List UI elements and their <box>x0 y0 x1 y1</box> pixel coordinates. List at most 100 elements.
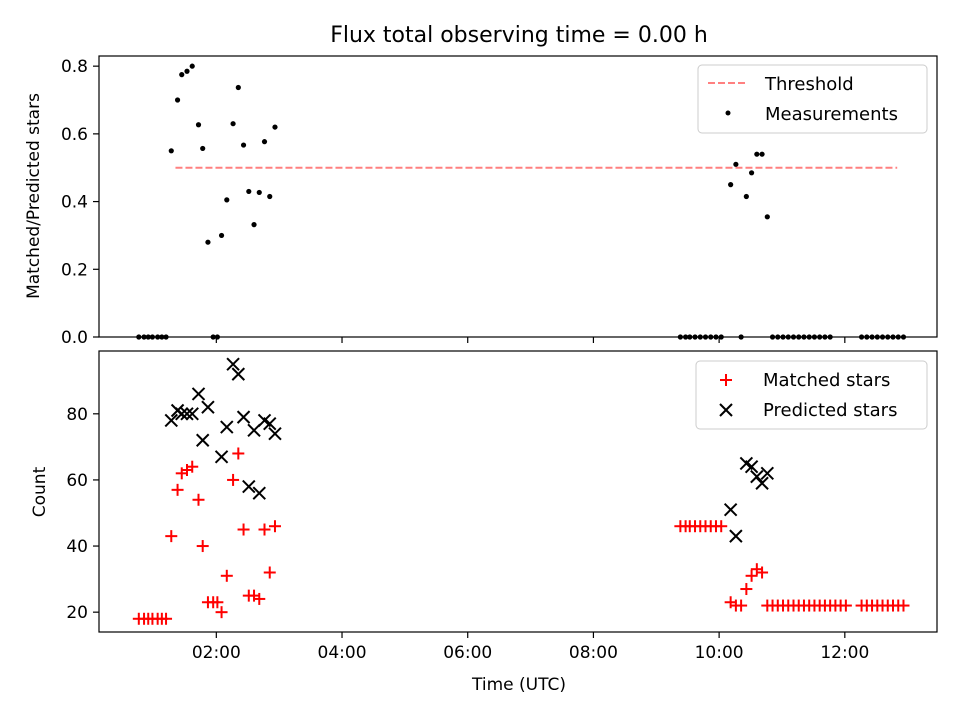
data-point <box>729 529 743 543</box>
data-point <box>189 63 195 69</box>
bottom-legend: Matched stars Predicted stars <box>695 360 928 430</box>
data-point <box>754 151 760 157</box>
data-point <box>267 193 273 200</box>
x-tick-label: 12:00 <box>820 643 869 663</box>
data-point <box>733 161 739 167</box>
data-point <box>168 148 174 154</box>
legend-predicted-label: Predicted stars <box>763 400 897 421</box>
data-point <box>235 84 241 91</box>
data-point <box>200 145 206 152</box>
x-tick-label: 08:00 <box>569 643 618 663</box>
data-point <box>263 566 276 579</box>
data-point <box>242 479 256 494</box>
data-point <box>185 407 199 421</box>
data-point <box>735 599 748 612</box>
y-tick-label: 40 <box>66 537 88 557</box>
x-tick-label: 04:00 <box>318 643 367 663</box>
data-point <box>253 592 266 605</box>
data-point <box>723 502 738 517</box>
data-point <box>263 417 277 431</box>
y-tick-label: 0.4 <box>61 193 88 213</box>
bottom-axes-frame <box>98 350 938 633</box>
bottom-y-ticks: 20 40 60 80 <box>66 405 99 623</box>
figure-title: Flux total observing time = 0.00 h <box>330 23 708 48</box>
data-point <box>201 400 215 414</box>
data-point <box>164 413 178 428</box>
data-point <box>759 151 765 157</box>
top-x-ticks <box>215 337 846 343</box>
data-point <box>236 410 251 424</box>
top-y-ticks: 0.0 0.2 0.4 0.6 0.8 <box>61 57 99 348</box>
data-point <box>192 493 205 506</box>
data-point <box>226 357 240 371</box>
top-legend: Threshold Measurements <box>697 64 928 134</box>
data-point <box>160 612 173 625</box>
data-point <box>220 569 233 582</box>
y-tick-label: 80 <box>66 405 88 425</box>
x-tick-label: 02:00 <box>192 643 241 663</box>
top-y-axis-label: Matched/Predicted stars <box>24 93 44 299</box>
data-point <box>184 68 190 74</box>
data-point <box>171 483 184 496</box>
data-point <box>745 569 758 582</box>
data-point <box>268 520 281 533</box>
data-point <box>743 193 749 200</box>
data-point <box>728 182 734 188</box>
data-point <box>251 222 257 228</box>
data-point <box>186 460 199 473</box>
data-point <box>211 596 224 609</box>
data-point <box>261 139 268 145</box>
data-point <box>258 523 271 536</box>
legend-matched-swatch <box>720 374 732 386</box>
data-point <box>218 232 225 239</box>
top-legend-box <box>697 64 928 134</box>
data-point <box>839 599 852 612</box>
bottom-legend-box <box>695 360 928 430</box>
x-tick-label: 10:00 <box>695 643 744 663</box>
data-point <box>764 214 770 220</box>
data-point <box>272 124 278 130</box>
data-point <box>760 466 775 481</box>
data-point <box>252 486 266 500</box>
data-point <box>224 197 230 203</box>
legend-threshold-label: Threshold <box>764 74 854 95</box>
data-point <box>744 459 759 474</box>
data-point <box>897 599 910 612</box>
data-point <box>175 407 189 421</box>
data-point <box>191 387 206 401</box>
data-point <box>755 476 769 490</box>
data-point <box>227 473 240 486</box>
y-tick-label: 0.8 <box>61 57 88 77</box>
data-point <box>174 97 181 103</box>
legend-measurements-label: Measurements <box>765 104 898 125</box>
legend-matched-label: Matched stars <box>763 370 890 391</box>
data-point <box>247 423 261 438</box>
series-matched-stars <box>132 447 910 625</box>
top-axes-frame <box>98 55 938 338</box>
data-point <box>748 170 755 176</box>
data-point <box>246 188 252 195</box>
bottom-x-ticks: 02:00 04:00 06:00 08:00 10:00 12:00 <box>192 632 869 663</box>
top-axes: 0.00.20.40.60.8 Matched/Predicted stars … <box>24 55 938 348</box>
data-point <box>237 523 250 536</box>
legend-predicted-swatch <box>719 403 733 417</box>
data-point <box>230 121 236 127</box>
data-point <box>180 407 194 421</box>
y-tick-label: 0.0 <box>61 328 88 348</box>
x-axis-label: Time (UTC) <box>471 675 566 695</box>
series-predicted-stars <box>164 357 775 543</box>
data-point <box>214 450 229 464</box>
legend-measurements-swatch <box>725 110 731 116</box>
data-point <box>756 566 769 579</box>
data-point <box>196 540 209 553</box>
data-point <box>195 433 210 447</box>
y-tick-label: 60 <box>66 471 88 491</box>
data-point <box>179 72 185 78</box>
y-tick-label: 20 <box>66 603 88 623</box>
data-point <box>195 122 202 128</box>
data-point <box>165 530 178 543</box>
data-point <box>215 606 228 619</box>
bottom-y-axis-label: Count <box>30 466 50 517</box>
